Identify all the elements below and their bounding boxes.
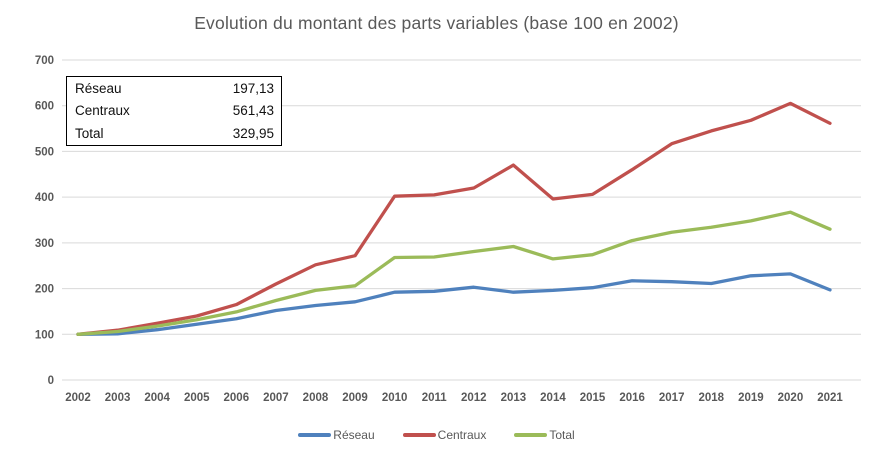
x-axis-label-2015: 2015 [580, 392, 606, 404]
summary-row-centraux: Centraux 561,43 [67, 100, 281, 123]
series-line-rseau [76, 272, 832, 336]
legend-label: Total [549, 428, 575, 442]
summary-row-value: 561,43 [232, 103, 274, 119]
legend-line-swatch-icon [402, 433, 436, 437]
y-axis-label-500: 500 [35, 146, 54, 158]
summary-row-value: 329,95 [232, 125, 274, 141]
x-axis-label-2012: 2012 [461, 392, 487, 404]
y-axis-label-300: 300 [35, 238, 54, 250]
x-axis-label-2008: 2008 [303, 392, 329, 404]
summary-row-label: Réseau [75, 80, 122, 96]
legend-item-rseau: Réseau [298, 428, 375, 442]
x-axis-label-2019: 2019 [738, 392, 764, 404]
y-axis-label-200: 200 [35, 284, 54, 296]
y-axis-label-400: 400 [35, 192, 54, 204]
x-axis-label-2013: 2013 [501, 392, 527, 404]
x-axis-label-2011: 2011 [422, 392, 448, 404]
x-axis-label-2020: 2020 [778, 392, 804, 404]
legend: Réseau Centraux Total [0, 428, 873, 442]
y-axis-label-0: 0 [48, 375, 54, 387]
x-axis-label-2007: 2007 [263, 392, 289, 404]
y-axis-label-100: 100 [35, 329, 54, 341]
summary-row-value: 197,13 [232, 80, 274, 96]
legend-label: Centraux [437, 428, 487, 442]
x-axis-label-2021: 2021 [817, 392, 843, 404]
summary-row-label: Total [75, 125, 104, 141]
x-axis-label-2004: 2004 [144, 392, 170, 404]
summary-row-label: Centraux [75, 103, 130, 119]
x-axis-label-2014: 2014 [540, 392, 566, 404]
summary-row-rseau: Réseau 197,13 [67, 77, 281, 100]
y-axis-label-600: 600 [35, 101, 54, 113]
series-line-total [76, 210, 832, 336]
legend-line-swatch-icon [298, 433, 332, 437]
x-axis-label-2009: 2009 [342, 392, 368, 404]
x-axis-label-2018: 2018 [698, 392, 724, 404]
legend-item-centraux: Centraux [402, 428, 487, 442]
legend-label: Réseau [333, 428, 375, 442]
legend-item-total: Total [514, 428, 575, 442]
x-axis-label-2005: 2005 [184, 392, 210, 404]
y-axis-label-700: 700 [35, 55, 54, 67]
x-axis-label-2017: 2017 [659, 392, 685, 404]
legend-line-swatch-icon [514, 433, 548, 437]
summary-row-total: Total 329,95 [67, 122, 281, 145]
summary-box: Réseau 197,13 Centraux 561,43 Total 329,95 [66, 76, 282, 146]
x-axis-label-2003: 2003 [105, 392, 131, 404]
series-line-centraux [76, 101, 832, 336]
x-axis-label-2016: 2016 [619, 392, 645, 404]
x-axis-label-2010: 2010 [382, 392, 408, 404]
x-axis-label-2006: 2006 [224, 392, 250, 404]
chart-title: Evolution du montant des parts variables… [194, 13, 679, 33]
x-axis-label-2002: 2002 [65, 392, 91, 404]
